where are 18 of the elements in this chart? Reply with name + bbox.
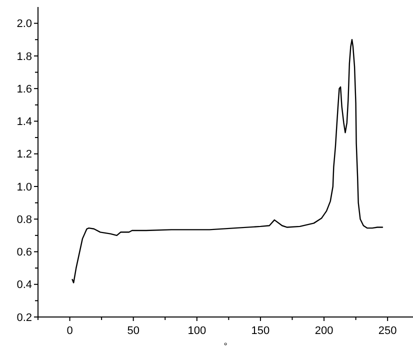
y-tick-label: 1.4 (16, 116, 32, 128)
y-tick-label: 0.2 (16, 312, 32, 324)
x-tick-label: 50 (127, 325, 140, 337)
y-tick-label: 1.8 (16, 50, 32, 63)
y-tick-label: 1.6 (16, 83, 32, 96)
y-tick-label: 1.0 (16, 181, 32, 194)
x-tick-label: 100 (188, 325, 206, 337)
x-axis-title: ° (224, 341, 228, 351)
y-tick-label: 1.2 (16, 148, 32, 161)
x-tick-label: 250 (378, 325, 397, 337)
line-series (72, 39, 384, 284)
y-tick-label: 0.4 (16, 279, 32, 292)
y-tick-label: 0.8 (16, 214, 32, 226)
x-tick-label: 0 (66, 325, 73, 337)
x-tick-label: 200 (314, 325, 334, 337)
y-tick-label: 0.6 (16, 246, 32, 259)
y-tick-label: 2.0 (16, 18, 32, 30)
x-tick-label: 150 (251, 325, 270, 337)
